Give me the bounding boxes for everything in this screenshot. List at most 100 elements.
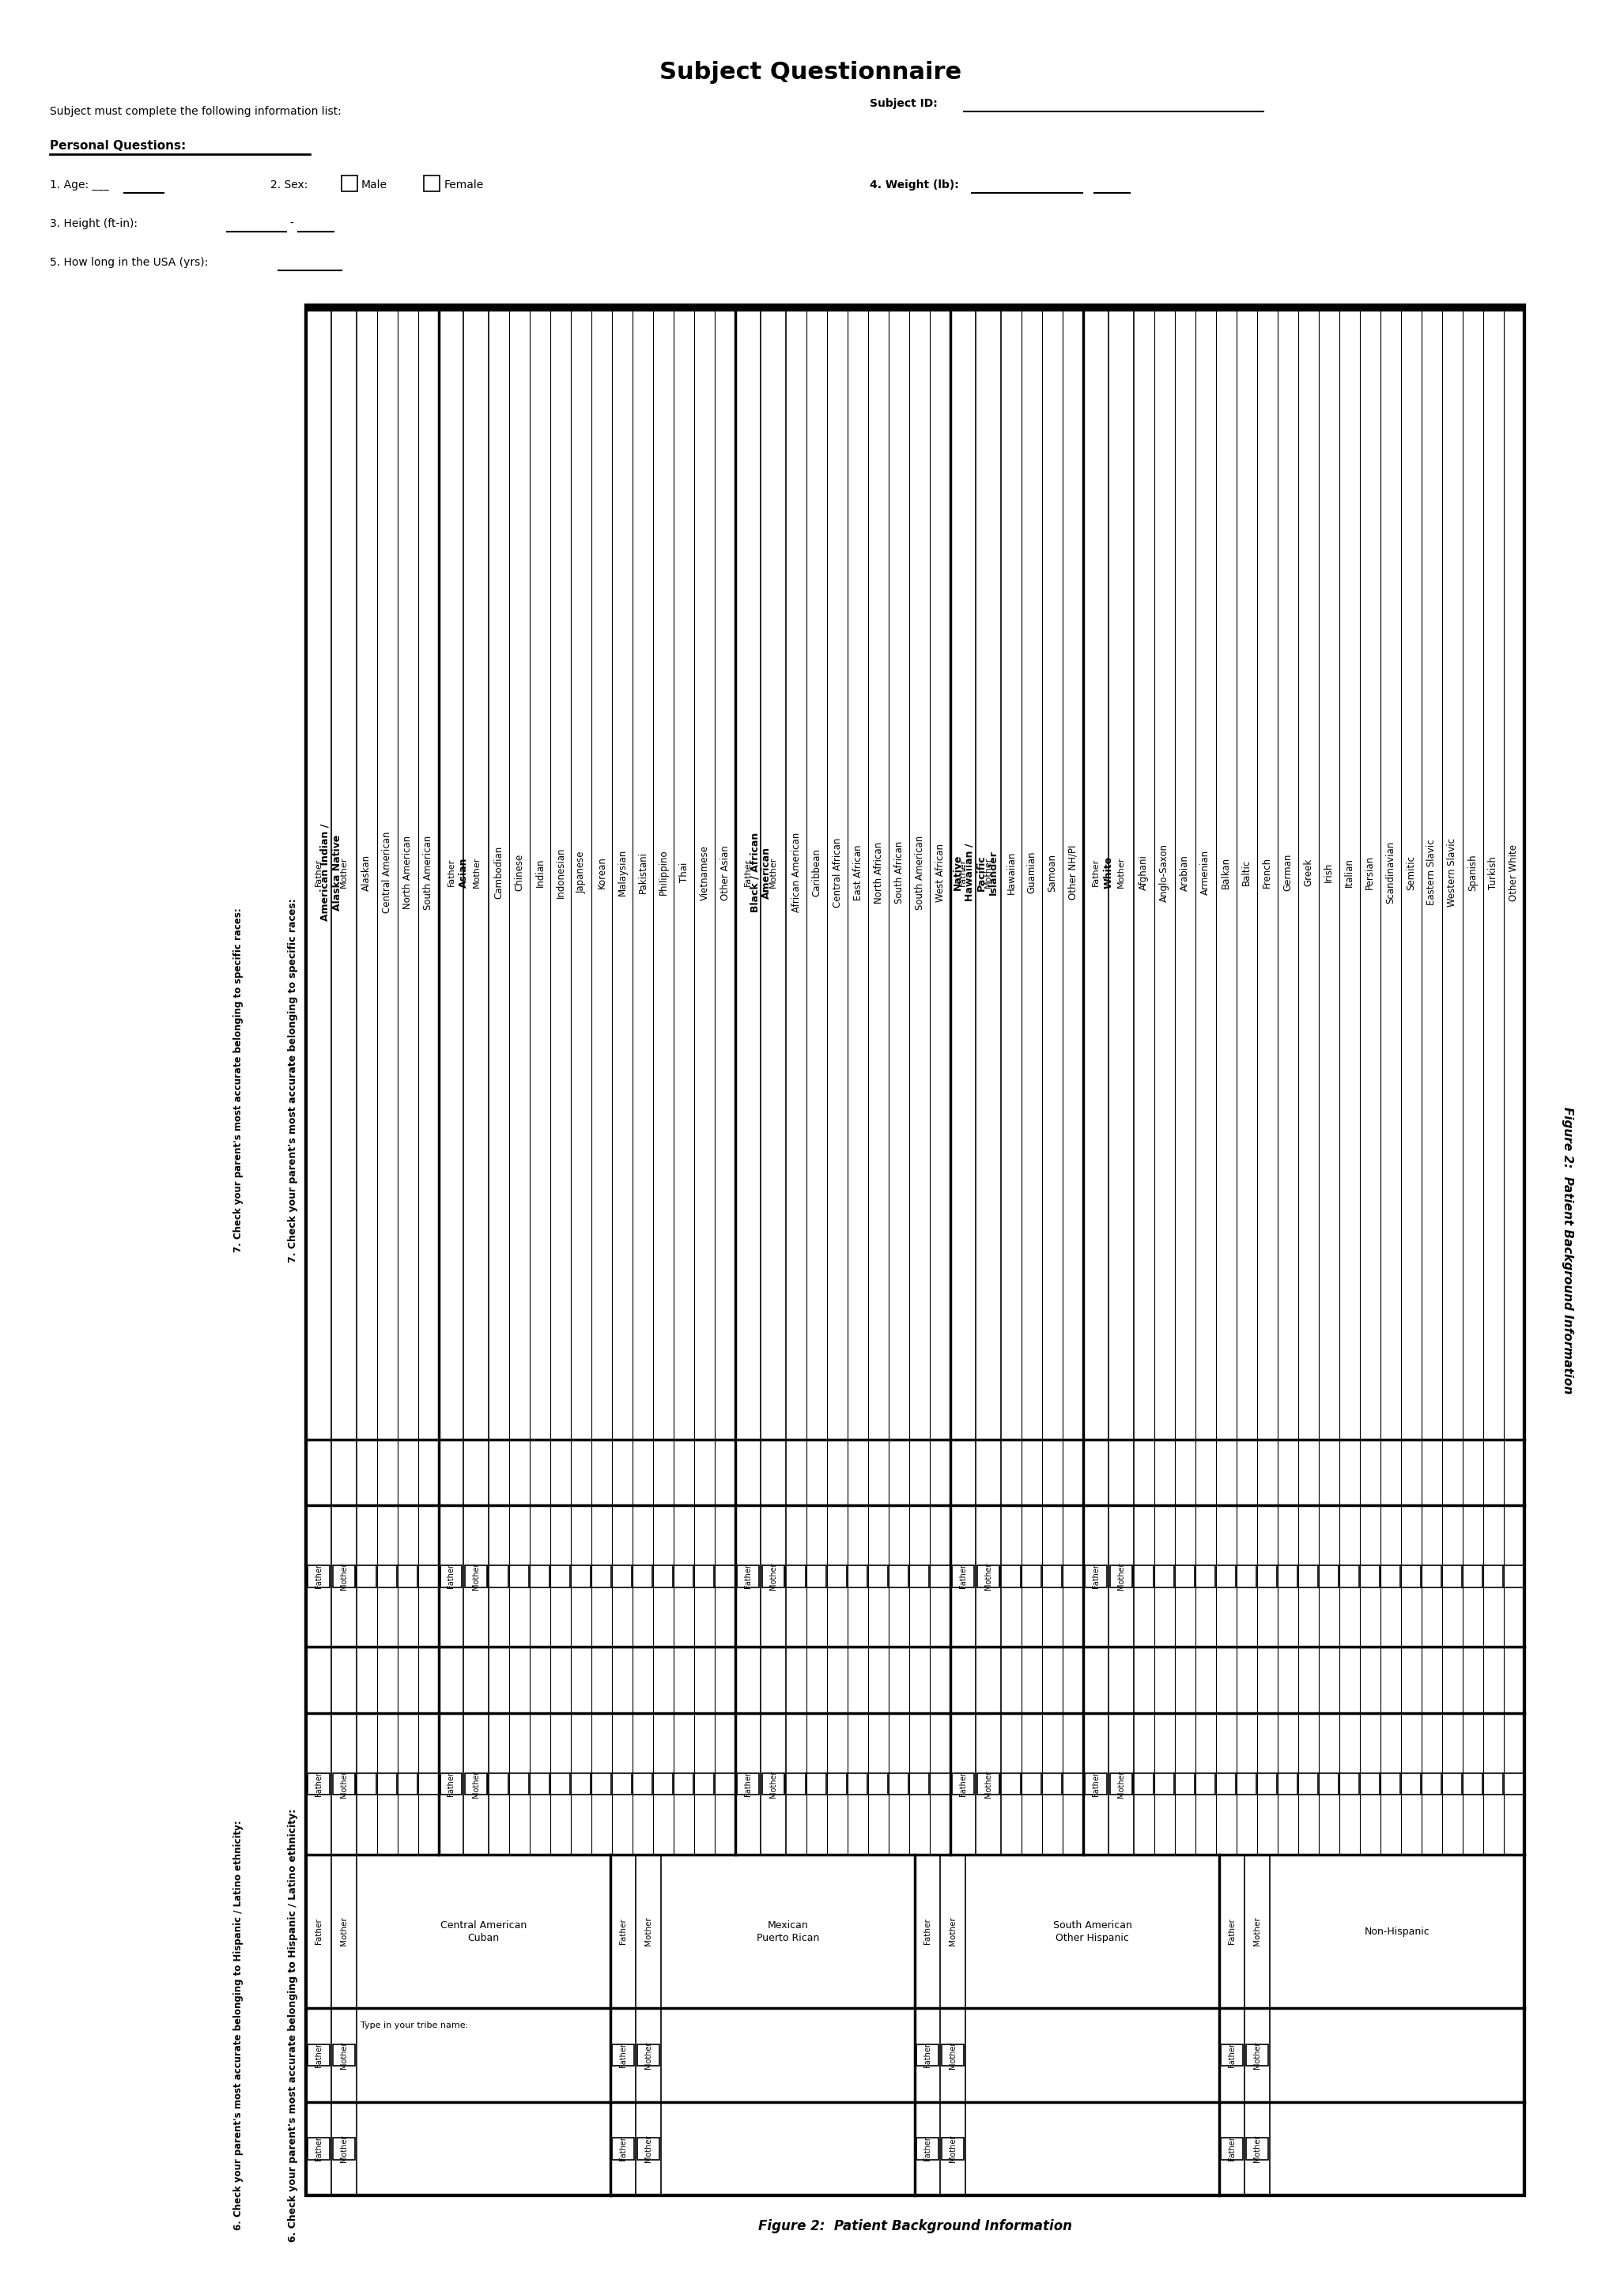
Bar <box>341 177 357 190</box>
Bar <box>440 1565 463 1588</box>
Bar <box>1246 2045 1268 2066</box>
Text: Father: Father <box>619 1919 627 1944</box>
Bar <box>867 1565 890 1588</box>
Bar <box>632 1774 654 1795</box>
Bar <box>1236 1774 1257 1795</box>
Text: Irish: Irish <box>1324 863 1333 884</box>
Text: 7. Check your parent's most accurate belonging to specific races:: 7. Check your parent's most accurate bel… <box>287 897 297 1262</box>
Text: Korean: Korean <box>596 856 607 888</box>
Text: Subject ID:: Subject ID: <box>869 99 937 108</box>
Bar <box>612 1774 633 1795</box>
Bar <box>612 2045 633 2066</box>
Text: South American: South American <box>914 835 924 909</box>
Bar <box>1109 1565 1132 1588</box>
Bar <box>978 1565 999 1588</box>
Text: Mother: Mother <box>770 856 778 888</box>
Text: South American
Other Hispanic: South American Other Hispanic <box>1052 1921 1132 1944</box>
Text: Father: Father <box>1091 1772 1099 1797</box>
Bar <box>570 1774 593 1795</box>
Text: Father: Father <box>960 1772 966 1797</box>
Text: Father: Father <box>1228 2043 1236 2068</box>
Bar <box>1246 2139 1268 2160</box>
Bar <box>715 1565 736 1588</box>
Bar <box>508 1565 531 1588</box>
Bar <box>1000 1565 1021 1588</box>
Bar <box>653 1774 674 1795</box>
Bar <box>1483 1565 1504 1588</box>
Text: Italian: Italian <box>1345 858 1354 888</box>
Text: Hawaiian: Hawaiian <box>1005 851 1017 895</box>
Text: Mother: Mother <box>948 2043 957 2068</box>
Bar <box>1194 1774 1216 1795</box>
Text: East African: East African <box>853 845 862 900</box>
Text: Father: Father <box>1228 2137 1236 2162</box>
Text: Japanese: Japanese <box>577 851 586 893</box>
Bar <box>1317 1774 1340 1795</box>
Text: Thai: Thai <box>679 863 689 884</box>
Bar <box>978 1774 999 1795</box>
Bar <box>1041 1565 1064 1588</box>
Bar <box>464 1565 487 1588</box>
Text: Other White: Other White <box>1509 845 1518 902</box>
Text: Mother: Mother <box>339 2134 348 2162</box>
Text: 6. Check your parent's most accurate belonging to Hispanic / Latino ethnicity:: 6. Check your parent's most accurate bel… <box>287 1808 297 2242</box>
Text: Mother: Mother <box>948 1916 957 1946</box>
Text: Figure 2:  Patient Background Information: Figure 2: Patient Background Information <box>758 2219 1072 2233</box>
Text: Father: Father <box>315 1772 322 1797</box>
Bar <box>1020 1774 1043 1795</box>
Bar <box>908 1565 931 1588</box>
Text: Mother: Mother <box>473 1563 481 1590</box>
Text: Caribbean: Caribbean <box>812 849 822 897</box>
Text: Male: Male <box>361 179 387 190</box>
Text: Guamian: Guamian <box>1026 851 1036 893</box>
Bar <box>1421 1774 1442 1795</box>
Bar <box>489 1774 510 1795</box>
Text: Father: Father <box>924 1919 932 1944</box>
Bar <box>715 1774 736 1795</box>
Text: West African: West African <box>935 842 945 902</box>
Bar <box>1298 1565 1319 1588</box>
Text: Other NH/PI: Other NH/PI <box>1067 845 1078 900</box>
Text: Mother: Mother <box>473 856 481 888</box>
Text: Indian: Indian <box>536 858 546 886</box>
Text: Father: Father <box>1091 1565 1099 1588</box>
Bar <box>591 1774 612 1795</box>
Text: 6. Check your parent's most accurate belonging to Hispanic / Latino ethnicity:: 6. Check your parent's most accurate bel… <box>234 1820 244 2231</box>
Text: Black / African
American: Black / African American <box>750 833 771 913</box>
Bar <box>1379 1565 1402 1588</box>
Text: Non-Hispanic: Non-Hispanic <box>1364 1926 1429 1937</box>
Text: Balkan: Balkan <box>1221 856 1231 888</box>
Text: Mother: Mother <box>984 856 992 888</box>
Bar <box>888 1774 909 1795</box>
Text: Eastern Slavic: Eastern Slavic <box>1426 840 1437 907</box>
Text: Western Slavic: Western Slavic <box>1447 838 1457 907</box>
Text: Father: Father <box>924 2043 932 2068</box>
Bar <box>417 1774 438 1795</box>
Bar <box>1338 1565 1361 1588</box>
Bar <box>1421 1565 1442 1588</box>
Bar <box>1359 1565 1380 1588</box>
Text: Father: Father <box>744 858 752 886</box>
Bar <box>612 2139 633 2160</box>
Bar <box>806 1565 828 1588</box>
Bar <box>551 1565 572 1588</box>
Bar <box>529 1565 551 1588</box>
Text: Indonesian: Indonesian <box>555 847 567 897</box>
Bar <box>1174 1565 1195 1588</box>
Bar <box>1379 1774 1402 1795</box>
Bar <box>952 1774 974 1795</box>
Text: Native
Hawaiian /
Pacific
Islander: Native Hawaiian / Pacific Islander <box>953 845 999 902</box>
Bar <box>1255 1565 1278 1588</box>
Text: Mother: Mother <box>339 2043 348 2068</box>
Text: Mother: Mother <box>1117 1563 1125 1590</box>
Bar <box>551 1774 572 1795</box>
Bar <box>377 1565 398 1588</box>
Bar <box>762 1565 784 1588</box>
Bar <box>464 1774 487 1795</box>
Bar <box>737 1774 758 1795</box>
Bar <box>693 1774 716 1795</box>
Bar <box>333 1565 354 1588</box>
Text: Alaskan: Alaskan <box>362 854 372 890</box>
Bar <box>693 1565 716 1588</box>
Text: Central American
Cuban: Central American Cuban <box>440 1921 526 1944</box>
